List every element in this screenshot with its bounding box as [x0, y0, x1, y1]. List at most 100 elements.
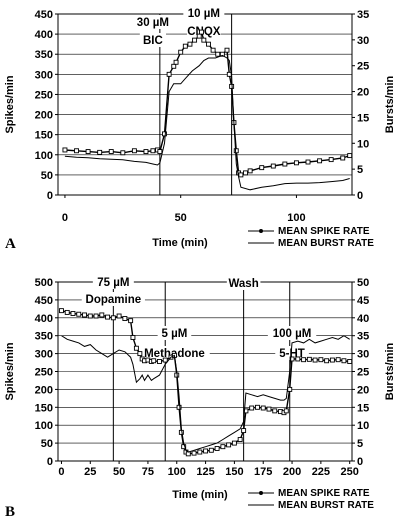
y-tick-label-right: 30: [357, 349, 369, 361]
data-point: [197, 449, 203, 455]
x-tick-label: 100: [168, 466, 186, 478]
data-point: [166, 71, 172, 77]
data-point: [283, 408, 289, 414]
data-point: [143, 149, 149, 155]
y-tick-label-right: 15: [357, 112, 369, 124]
data-point: [317, 158, 323, 164]
data-point: [305, 159, 311, 165]
y-axis-label-right: Bursts/min: [384, 342, 396, 400]
x-tick-label: 250: [341, 466, 359, 478]
annotation-background: [183, 6, 225, 20]
data-point: [131, 148, 137, 154]
data-point: [171, 63, 177, 69]
data-point: [128, 318, 134, 324]
series-line-burst-rate: [61, 335, 350, 453]
data-point: [226, 442, 232, 448]
x-tick-label: 100: [287, 212, 305, 224]
treatment-annotation: 100 µM: [273, 328, 312, 340]
data-point: [120, 150, 126, 156]
y-tick-label-left: 100: [35, 420, 53, 432]
data-point: [210, 47, 216, 53]
data-point: [270, 163, 276, 169]
y-tick-label-left: 200: [35, 110, 53, 122]
data-point: [237, 437, 243, 442]
data-point: [178, 49, 184, 55]
data-point: [282, 161, 288, 167]
y-tick-label-right: 0: [357, 190, 363, 202]
y-tick-label-left: 250: [35, 367, 53, 379]
data-point: [74, 148, 79, 154]
y-tick-label-left: 300: [35, 349, 53, 361]
data-point: [255, 404, 260, 410]
data-point: [108, 149, 114, 155]
data-point: [224, 47, 230, 53]
x-tick-label: 225: [312, 466, 330, 478]
x-tick-label: 0: [62, 212, 68, 224]
y-tick-label-left: 250: [35, 89, 53, 101]
y-axis-label-left: Spikes/min: [4, 75, 16, 133]
data-point: [243, 408, 249, 414]
y-tick-label-left: 50: [41, 438, 53, 450]
legend-marker: [259, 491, 263, 495]
y-tick-label-left: 350: [35, 331, 53, 343]
y-tick-label-left: 400: [35, 313, 53, 325]
treatment-annotation: BIC: [143, 35, 163, 47]
y-tick-label-right: 15: [357, 402, 369, 414]
y-tick-label-left: 100: [35, 150, 53, 162]
data-point: [150, 148, 156, 154]
y-axis-label-left: Spikes/min: [4, 342, 16, 400]
data-point: [219, 51, 225, 57]
y-tick-label-right: 25: [357, 367, 369, 379]
data-point: [324, 358, 330, 364]
x-axis-label: Time (min): [152, 237, 208, 249]
annotation-background: [81, 292, 145, 306]
data-point: [220, 444, 226, 450]
legend-entry: MEAN BURST RATE: [278, 500, 374, 511]
data-point: [335, 357, 341, 363]
y-tick-label-right: 30: [357, 35, 369, 47]
series-line-spike-rate: [64, 30, 350, 176]
data-point: [293, 160, 299, 166]
data-point: [162, 131, 167, 137]
data-point: [82, 312, 87, 318]
annotation-background: [139, 33, 167, 47]
annotation-background: [275, 346, 309, 360]
data-point: [62, 147, 68, 153]
y-tick-label-right: 10: [357, 138, 369, 150]
data-point: [133, 345, 139, 351]
y-tick-label-right: 25: [357, 61, 369, 73]
data-point: [181, 444, 187, 450]
treatment-annotation: 10 µM: [188, 8, 220, 20]
data-point: [182, 43, 188, 49]
data-point: [116, 313, 122, 319]
y-tick-label-right: 20: [357, 384, 369, 396]
y-tick-label-right: 45: [357, 295, 369, 307]
data-point: [347, 359, 353, 364]
y-tick-label-right: 5: [357, 438, 363, 450]
data-point: [329, 357, 335, 363]
treatment-annotation: 30 µM: [137, 17, 169, 29]
data-point: [318, 357, 324, 363]
data-point: [157, 359, 162, 364]
data-point: [328, 157, 334, 163]
annotation-background: [267, 326, 317, 340]
data-point: [231, 440, 237, 446]
y-tick-label-left: 450: [35, 295, 53, 307]
annotation-background: [92, 275, 134, 289]
y-tick-label-right: 0: [357, 456, 363, 468]
data-point: [208, 447, 214, 453]
y-tick-label-left: 150: [35, 402, 53, 414]
data-point: [215, 51, 221, 57]
data-point: [341, 358, 347, 364]
y-tick-label-right: 20: [357, 87, 369, 99]
data-point: [201, 37, 207, 43]
legend-entry: MEAN SPIKE RATE: [278, 488, 370, 499]
data-point: [110, 315, 116, 321]
data-point: [122, 316, 128, 321]
treatment-annotation: Wash: [228, 278, 258, 290]
data-point: [241, 428, 247, 434]
y-axis-label-right: Bursts/min: [384, 75, 396, 133]
data-point: [76, 311, 82, 317]
data-point: [105, 314, 111, 320]
